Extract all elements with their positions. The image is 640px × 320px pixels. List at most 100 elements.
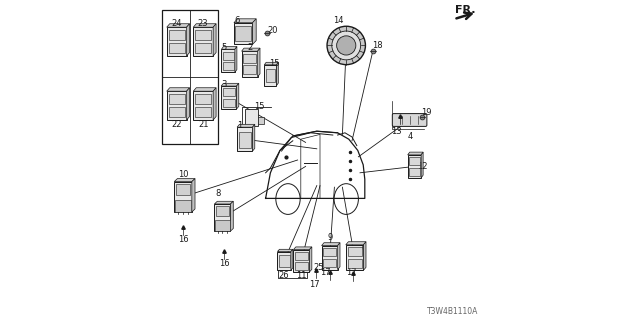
Text: 10: 10 <box>178 170 188 179</box>
Text: 4: 4 <box>408 132 413 141</box>
Polygon shape <box>187 24 189 56</box>
Polygon shape <box>193 88 216 91</box>
Bar <box>293 250 310 272</box>
Bar <box>176 184 190 195</box>
Polygon shape <box>322 243 340 246</box>
Text: T3W4B1110A: T3W4B1110A <box>427 307 479 316</box>
Text: 5: 5 <box>221 43 227 52</box>
Bar <box>175 200 191 212</box>
Bar <box>223 88 235 96</box>
Polygon shape <box>264 62 278 65</box>
Bar <box>243 65 256 74</box>
Polygon shape <box>192 179 195 212</box>
Polygon shape <box>364 242 366 270</box>
Text: FR.: FR. <box>455 5 476 15</box>
Text: 7: 7 <box>358 245 364 254</box>
Bar <box>161 10 218 144</box>
Bar <box>295 262 308 270</box>
Bar <box>264 65 276 85</box>
Bar <box>169 107 184 117</box>
Bar <box>195 94 211 104</box>
Text: 14: 14 <box>333 16 344 25</box>
Bar <box>221 86 237 109</box>
Text: 9: 9 <box>328 233 333 242</box>
Bar <box>169 43 184 53</box>
Text: 17: 17 <box>346 268 356 277</box>
Bar <box>193 91 213 120</box>
FancyBboxPatch shape <box>392 114 427 126</box>
Polygon shape <box>293 247 312 250</box>
Bar <box>239 132 251 148</box>
Polygon shape <box>234 19 256 23</box>
Bar <box>259 117 264 124</box>
Text: 18: 18 <box>372 41 382 50</box>
Bar <box>195 43 211 53</box>
Polygon shape <box>421 152 423 178</box>
Polygon shape <box>193 24 216 27</box>
Polygon shape <box>408 152 423 155</box>
Polygon shape <box>276 62 278 85</box>
Bar <box>278 252 291 270</box>
Bar <box>322 246 338 269</box>
Bar <box>223 99 235 107</box>
Bar <box>242 51 257 77</box>
Text: 17: 17 <box>309 280 319 289</box>
Text: 19: 19 <box>421 108 432 117</box>
Polygon shape <box>258 48 260 77</box>
Polygon shape <box>253 19 256 44</box>
Bar <box>323 259 336 267</box>
Polygon shape <box>253 124 255 151</box>
Bar <box>348 247 362 256</box>
Bar <box>195 107 211 117</box>
Polygon shape <box>213 24 216 56</box>
Polygon shape <box>166 24 189 27</box>
Bar <box>243 54 256 63</box>
Text: 21: 21 <box>198 120 209 129</box>
Circle shape <box>327 26 365 65</box>
Polygon shape <box>310 247 312 272</box>
Polygon shape <box>187 88 189 120</box>
Bar <box>174 182 192 212</box>
Bar <box>234 23 253 44</box>
Bar <box>266 69 275 83</box>
Text: 15: 15 <box>269 60 280 68</box>
Text: 15: 15 <box>254 102 264 111</box>
Polygon shape <box>346 242 366 245</box>
Text: 1: 1 <box>237 121 242 130</box>
Text: 12: 12 <box>417 162 428 171</box>
Polygon shape <box>230 201 234 231</box>
Polygon shape <box>242 48 260 51</box>
Text: 3: 3 <box>221 80 227 89</box>
Bar <box>323 248 336 256</box>
Bar <box>169 30 184 40</box>
Text: 11: 11 <box>296 271 307 280</box>
Polygon shape <box>237 83 239 109</box>
Polygon shape <box>237 124 255 127</box>
Bar <box>409 157 420 165</box>
Polygon shape <box>214 201 234 204</box>
Text: 23: 23 <box>198 19 209 28</box>
Text: 2: 2 <box>247 43 252 52</box>
Bar <box>193 27 213 56</box>
Bar <box>215 220 230 231</box>
Polygon shape <box>213 88 216 120</box>
Text: 20: 20 <box>268 26 278 35</box>
Bar <box>295 252 308 260</box>
Text: 16: 16 <box>178 235 188 244</box>
Bar <box>223 62 234 70</box>
Bar <box>409 168 420 176</box>
Text: 16: 16 <box>219 259 229 268</box>
Polygon shape <box>235 46 237 72</box>
Bar <box>236 26 251 41</box>
Bar <box>169 94 184 104</box>
Text: 24: 24 <box>172 19 182 28</box>
Bar <box>408 155 421 178</box>
Bar <box>237 127 253 151</box>
Polygon shape <box>338 243 340 269</box>
Bar <box>195 30 211 40</box>
Polygon shape <box>221 83 239 86</box>
Polygon shape <box>166 88 189 91</box>
Circle shape <box>337 36 356 55</box>
Polygon shape <box>221 46 237 49</box>
Text: 22: 22 <box>172 120 182 129</box>
